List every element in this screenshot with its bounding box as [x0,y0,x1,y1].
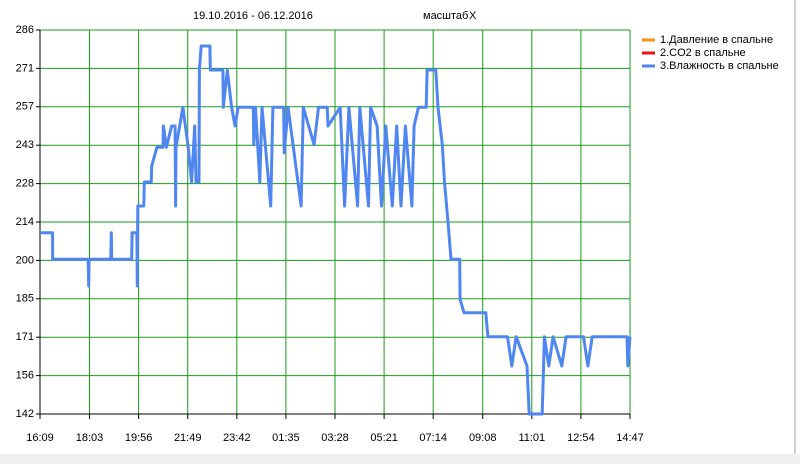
legend-label: 2.CO2 в спальне [660,47,746,59]
x-tick-label: 16:09 [26,432,54,444]
x-tick-label: 05:21 [370,432,398,444]
y-tick-label: 156 [16,370,34,382]
x-tick-label: 23:42 [223,432,251,444]
legend-label: 1.Давление в спальне [660,34,773,46]
x-tick-label: 21:49 [174,432,202,444]
y-tick-label: 257 [16,101,34,113]
legend-label: 3.Влажность в спальне [660,60,779,72]
x-tick-label: 01:35 [272,432,300,444]
x-tick-label: 11:01 [518,432,545,444]
y-tick-label: 286 [16,24,34,36]
x-tick-label: 19:56 [125,432,153,444]
y-tick-label: 228 [16,178,34,190]
zoom-reset-button[interactable]: X [469,10,477,22]
y-tick-label: 271 [16,62,34,74]
x-tick-label: 18:03 [76,432,104,444]
y-tick-label: 243 [16,139,34,151]
y-tick-label: 214 [16,216,34,228]
y-tick-label: 185 [16,293,34,305]
y-tick-label: 200 [16,254,34,266]
x-tick-label: 09:08 [469,432,497,444]
x-tick-label: 14:47 [616,432,644,444]
status-strip [0,454,800,464]
x-tick-label: 12:54 [567,432,595,444]
zoom-label: масштаб [423,10,468,22]
y-tick-label: 171 [16,331,34,343]
data-line [40,44,632,416]
x-tick-label: 03:28 [321,432,349,444]
x-tick-label: 07:14 [419,432,447,444]
y-tick-label: 142 [16,408,34,420]
date-range: 19.10.2016 - 06.12.2016 [193,10,313,22]
